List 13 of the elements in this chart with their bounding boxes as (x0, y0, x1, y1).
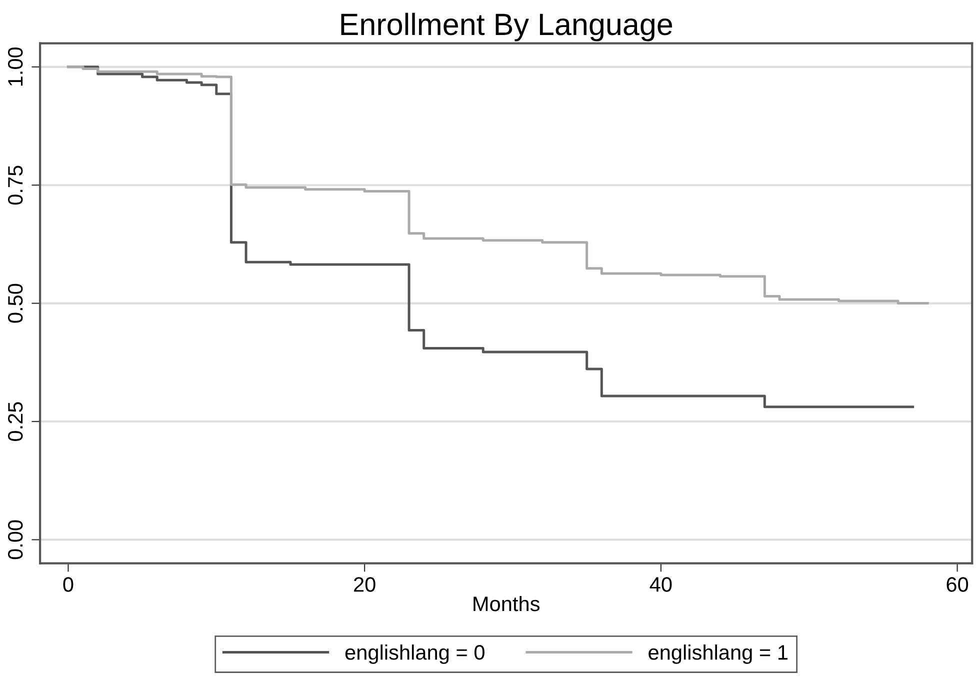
legend-label: englishlang = 0 (345, 644, 484, 664)
y-tick-label: 0.25 (8, 402, 23, 441)
x-tick-label: 20 (354, 577, 376, 592)
x-tick-label: 0 (63, 577, 74, 592)
x-tick-label: 40 (650, 577, 672, 592)
x-tick-label: 60 (946, 577, 968, 592)
legend-label: englishlang = 1 (648, 644, 788, 664)
y-tick-label: 1.00 (8, 47, 23, 86)
y-tick-label: 0.50 (8, 284, 23, 323)
y-tick-label: 0.00 (8, 520, 23, 560)
chart-title: Enrollment By Language (341, 12, 672, 42)
x-axis-title: Months (474, 596, 540, 612)
y-tick-label: 0.75 (8, 166, 23, 205)
